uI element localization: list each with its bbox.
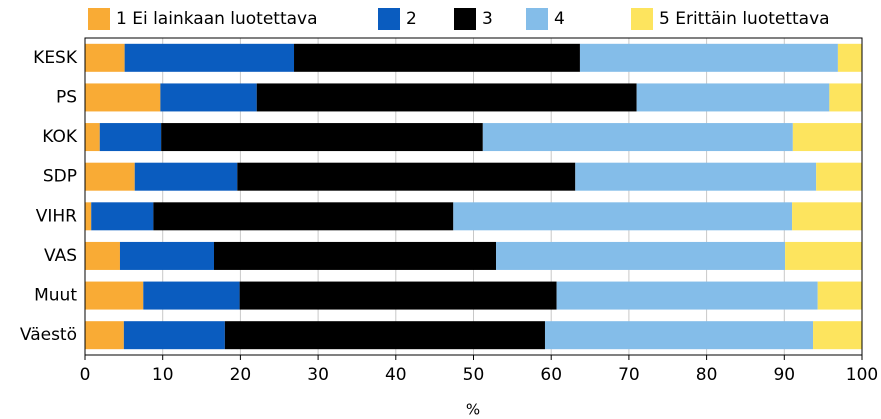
bar-segment: [85, 281, 144, 310]
bar-segment: [575, 162, 817, 191]
bar-segment: [134, 162, 238, 191]
bar-segment: [496, 241, 786, 270]
x-tick-label: 10: [152, 365, 174, 385]
legend-label: 5 Erittäin luotettava: [659, 9, 830, 29]
x-tick-label: 80: [696, 365, 718, 385]
y-tick-label: SDP: [43, 167, 77, 187]
x-tick-label: 40: [385, 365, 407, 385]
bar-segment: [99, 123, 162, 152]
bar-segment: [143, 281, 240, 310]
bar-segment: [91, 202, 154, 231]
x-tick-label: 20: [230, 365, 252, 385]
x-tick-label: 0: [80, 365, 91, 385]
bar-segment: [124, 43, 295, 72]
bar-segment: [85, 321, 124, 350]
y-tick-label: PS: [56, 87, 77, 107]
bar-segment: [785, 241, 862, 270]
x-axis-label: %: [466, 401, 480, 419]
bar-segment: [85, 43, 125, 72]
y-tick-label: KOK: [42, 127, 78, 147]
bar-segment: [837, 43, 862, 72]
bar-segment: [816, 162, 862, 191]
bar-segment: [817, 281, 862, 310]
x-tick-label: 60: [540, 365, 562, 385]
x-tick-label: 50: [463, 365, 485, 385]
bar-segment: [239, 281, 557, 310]
bar-segment: [636, 83, 830, 112]
y-tick-label: Väestö: [20, 325, 77, 345]
x-tick-label: 90: [773, 365, 795, 385]
x-tick-label: 30: [307, 365, 329, 385]
bar-segment: [85, 83, 161, 112]
y-tick-label: KESK: [33, 48, 78, 68]
y-tick-label: VIHR: [36, 206, 77, 226]
bar-segment: [123, 321, 225, 350]
bar-segment: [160, 83, 257, 112]
bar-segment: [237, 162, 576, 191]
bar-segment: [161, 123, 483, 152]
bar-segment: [482, 123, 793, 152]
bar-segment: [85, 202, 92, 231]
bar-segment: [829, 83, 862, 112]
legend-swatch: [631, 8, 653, 30]
bar-segment: [119, 241, 214, 270]
bar-segment: [453, 202, 793, 231]
bar-segment: [85, 123, 100, 152]
bar-segment: [256, 83, 637, 112]
legend-swatch: [378, 8, 400, 30]
legend-label: 1 Ei lainkaan luotettava: [116, 9, 318, 29]
bar-segment: [792, 202, 862, 231]
bar-segment: [544, 321, 814, 350]
bar-segment: [556, 281, 818, 310]
y-tick-label: VAS: [44, 246, 77, 266]
x-tick-label: 100: [846, 365, 878, 385]
legend-swatch: [454, 8, 476, 30]
legend-swatch: [88, 8, 110, 30]
bar-segment: [224, 321, 545, 350]
bar-segment: [213, 241, 497, 270]
y-tick-label: Muut: [34, 286, 77, 306]
legend-swatch: [526, 8, 548, 30]
x-tick-label: 70: [618, 365, 640, 385]
bar-segment: [85, 241, 120, 270]
bar-segment: [153, 202, 454, 231]
legend-label: 3: [482, 9, 493, 29]
bar-segment: [85, 162, 135, 191]
bar-segment: [294, 43, 580, 72]
bar-segment: [792, 123, 862, 152]
legend-label: 4: [554, 9, 565, 29]
bar-segment: [579, 43, 838, 72]
bar-segment: [813, 321, 862, 350]
plot-frame: [84, 37, 863, 356]
legend-label: 2: [406, 9, 417, 29]
